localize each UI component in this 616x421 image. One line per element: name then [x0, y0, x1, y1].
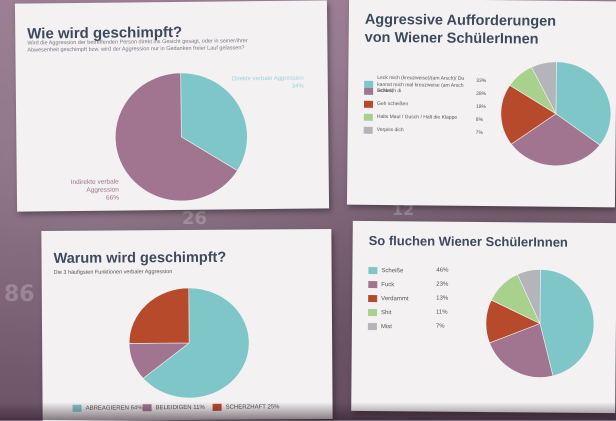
pie-chart-insult-reasons [128, 287, 250, 399]
legend-item: Halts Maul / Gusch / Halt die Klappe [363, 113, 477, 122]
legend-label: Verdammt [381, 295, 409, 302]
legend-value: 7% [435, 323, 445, 330]
poster-title: Warum wird geschimpft? [53, 249, 227, 267]
legend-value: 7% [475, 129, 483, 137]
legend-value: 46% [436, 267, 449, 274]
wall-number-86: 86 [4, 282, 35, 307]
legend-item: Verdammt [368, 294, 409, 303]
legend-value: 11% [436, 309, 448, 316]
poster-aggressive-requests: Aggressive Aufforderungen von Wiener Schü… [346, 0, 616, 208]
poster-subtitle: Die 3 häufigsten Funktionen verbaler Agg… [53, 269, 173, 276]
poster-title: Aggressive Aufforderungen von Wiener Schü… [364, 11, 557, 48]
legend-value: 23% [436, 281, 449, 288]
legend-item: Geh scheißen [363, 100, 477, 109]
legend-swatch [368, 294, 378, 303]
legend-label: Mist [380, 323, 392, 330]
legend-swatch [368, 280, 378, 289]
legend-item: Shit [368, 308, 392, 317]
pie-chart-aggressive-requests [500, 61, 612, 167]
legend-label: Verpiss dich [376, 127, 404, 134]
legend-swatch [367, 322, 377, 331]
legend: Leck mich (kreuzweise)/(am Arsch)/ Du ka… [349, 0, 616, 136]
legend-label: Geh scheißen [376, 101, 409, 108]
curses-slice-4 [516, 269, 541, 324]
legend-item: Schleich di [364, 87, 477, 96]
reasons-slice-0 [142, 287, 250, 399]
insult-mode-slice-1 [115, 72, 238, 202]
slice-label-indirect: Indirekte verbale Aggression 66% [70, 178, 119, 202]
requests-slice-4 [531, 61, 557, 114]
wall-number-26: 26 [182, 208, 208, 229]
legend-label: Fuck [381, 281, 395, 288]
legend-swatch [363, 100, 374, 108]
curses-slice-0 [539, 269, 595, 377]
legend-item: Verpiss dich [363, 126, 477, 135]
poster-how-insulted: Wie wird geschimpft? Wird die Aggression… [14, 0, 330, 212]
legend-label: Halts Maul / Gusch / Halt die Klappe [376, 114, 458, 121]
slice-label-direct: Direkte verbale Aggression 34% [231, 75, 304, 90]
pie-chart-insult-mode [115, 72, 248, 202]
poster-how-they-curse: So fluchen Wiener SchülerInnen Scheiße 46… [351, 220, 616, 414]
legend-value: 13% [436, 295, 449, 302]
reasons-slice-2 [128, 287, 190, 344]
legend-swatch [363, 113, 373, 121]
legend-value: 33% [476, 77, 487, 85]
legend-swatch [368, 308, 378, 317]
legend-item: Mist [367, 322, 392, 331]
pie-chart-curse-words [485, 269, 595, 378]
requests-slice-1 [510, 113, 601, 167]
legend-item: Fuck [368, 280, 395, 289]
poster-question: Wird die Aggression der betreffenden Per… [27, 38, 248, 54]
poster-why-insulted: Warum wird geschimpft? Die 3 häufigsten … [41, 228, 333, 421]
legend-swatch [368, 266, 378, 275]
legend-item: Scheiße [368, 266, 404, 275]
requests-slice-2 [500, 84, 557, 145]
requests-slice-0 [555, 61, 612, 146]
legend-label: Shit [381, 309, 392, 316]
poster-title: So fluchen Wiener SchülerInnen [368, 232, 568, 250]
legend-value: 18% [475, 103, 487, 111]
legend-label: Scheiße [381, 267, 404, 274]
floor-shadow [0, 402, 616, 420]
legend-swatch [363, 126, 373, 134]
legend-value: 8% [475, 116, 484, 124]
legend-value: 28% [476, 90, 487, 98]
legend-swatch [364, 87, 374, 95]
legend-label: Schleich di [377, 88, 402, 95]
